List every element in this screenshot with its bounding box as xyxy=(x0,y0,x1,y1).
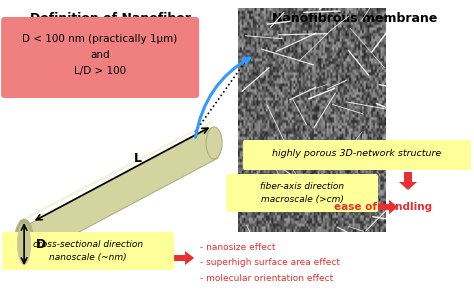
Text: Definition of Nanofiber: Definition of Nanofiber xyxy=(30,12,191,25)
Text: D < 100 nm (practically 1μm)
and
L/D > 100: D < 100 nm (practically 1μm) and L/D > 1… xyxy=(22,35,178,76)
Text: L: L xyxy=(134,152,142,165)
Ellipse shape xyxy=(206,127,222,159)
FancyBboxPatch shape xyxy=(2,232,174,270)
Text: Nanofibrous membrane: Nanofibrous membrane xyxy=(273,12,438,25)
Text: cross-sectional direction
nanoscale (~nm): cross-sectional direction nanoscale (~nm… xyxy=(33,240,143,262)
Text: ease of handling: ease of handling xyxy=(334,202,432,212)
Ellipse shape xyxy=(14,219,34,269)
Text: D: D xyxy=(36,237,46,250)
Ellipse shape xyxy=(17,223,31,265)
Text: - nanosize effect
- superhigh surface area effect
- molecular orientation effect: - nanosize effect - superhigh surface ar… xyxy=(200,243,340,283)
Polygon shape xyxy=(18,128,218,258)
FancyArrow shape xyxy=(378,200,398,214)
FancyBboxPatch shape xyxy=(243,140,471,170)
Text: highly porous 3D-network structure: highly porous 3D-network structure xyxy=(273,150,442,158)
FancyArrow shape xyxy=(174,251,194,265)
FancyBboxPatch shape xyxy=(1,17,199,98)
Text: fiber-axis direction
macroscale (>cm): fiber-axis direction macroscale (>cm) xyxy=(260,182,344,204)
FancyBboxPatch shape xyxy=(226,174,378,212)
FancyArrow shape xyxy=(399,172,417,190)
